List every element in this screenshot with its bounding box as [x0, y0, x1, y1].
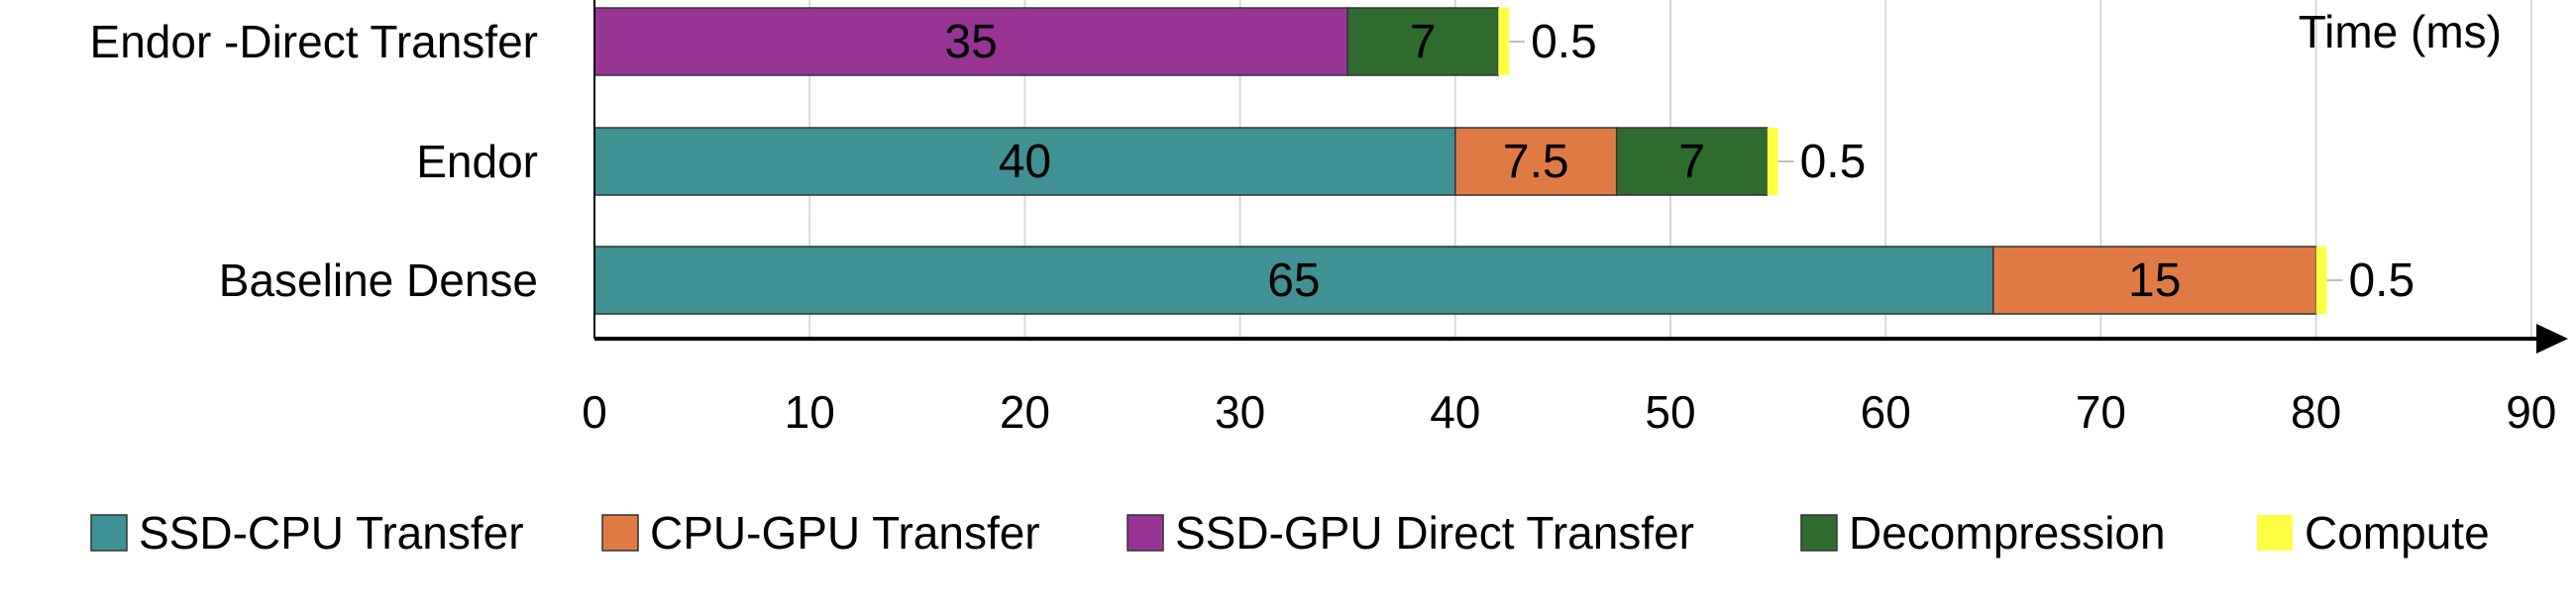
- data-label: 40: [999, 136, 1051, 188]
- x-tick-label: 70: [2076, 386, 2126, 438]
- legend-swatch-0: [90, 514, 128, 552]
- data-label: 65: [1267, 255, 1320, 307]
- legend-swatch-3: [1800, 514, 1838, 552]
- data-label: 7: [1678, 136, 1705, 188]
- category-label: Baseline Dense: [219, 255, 538, 306]
- legend-swatch-1: [601, 514, 639, 552]
- bar-1-3: [1615, 127, 1769, 196]
- x-tick-label: 60: [1861, 386, 1911, 438]
- category-label: Endor: [416, 136, 538, 187]
- legend-label: CPU-GPU Transfer: [650, 507, 1040, 559]
- x-tick-label: 80: [2291, 386, 2341, 438]
- x-tick-label: 40: [1430, 386, 1480, 438]
- data-label: 0.5: [1800, 136, 1867, 188]
- legend-label: Compute: [2305, 507, 2490, 559]
- legend-swatch-4: [2257, 515, 2293, 551]
- category-label: Endor -Direct Transfer: [90, 16, 538, 67]
- bar-0-4: [1498, 8, 1510, 75]
- bar-2-4: [2315, 247, 2327, 314]
- bar-1-1: [1454, 127, 1618, 196]
- x-tick-label: 0: [582, 386, 607, 438]
- legend: SSD-CPU Transfer CPU-GPU Transfer SSD-GPU …: [90, 507, 2490, 559]
- bar-2-0: [593, 246, 1994, 315]
- data-label: 7: [1410, 16, 1437, 68]
- x-tick-label: 30: [1215, 386, 1265, 438]
- bar-1-4: [1767, 128, 1778, 195]
- legend-label: SSD-CPU Transfer: [139, 507, 524, 559]
- data-label: 15: [2128, 255, 2181, 307]
- x-axis-title: Time (ms): [2299, 6, 2502, 57]
- data-label: 7.5: [1503, 136, 1569, 188]
- legend-label: SSD-GPU Direct Transfer: [1175, 507, 1694, 559]
- x-tick-label: 50: [1645, 386, 1695, 438]
- legend-swatch-2: [1127, 514, 1164, 552]
- x-tick-label: 10: [785, 386, 835, 438]
- bar-0-3: [1346, 7, 1499, 76]
- data-labels: 35 7 0.5 40 7.5 7 0.5 65 15 0.5: [944, 16, 2415, 307]
- bars: [593, 7, 2327, 315]
- x-tick-label: 20: [1000, 386, 1050, 438]
- x-axis: 0 10 20 30 40 50 60 70 80 90: [582, 0, 2568, 438]
- category-labels: Endor -Direct Transfer Endor Baseline Dens…: [90, 16, 538, 306]
- data-label: 0.5: [2348, 255, 2415, 307]
- bar-1-0: [593, 127, 1456, 196]
- data-label: 0.5: [1531, 16, 1597, 68]
- legend-label: Decompression: [1849, 507, 2166, 559]
- data-label: 35: [944, 16, 997, 68]
- x-tick-label: 90: [2506, 386, 2556, 438]
- x-axis-arrow-icon: [2536, 324, 2568, 354]
- bar-2-1: [1992, 246, 2317, 315]
